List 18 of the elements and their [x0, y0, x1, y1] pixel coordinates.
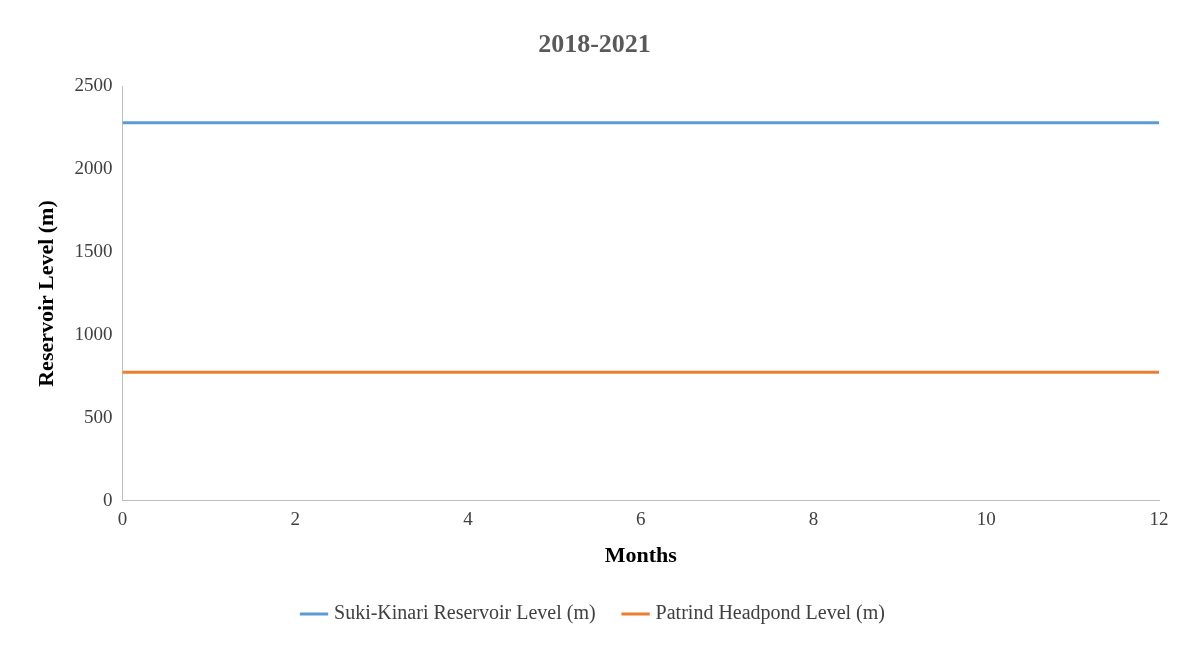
y-axis-title: Reservoir Level (m)	[32, 200, 58, 387]
x-tick-label: 12	[1149, 508, 1169, 530]
x-tick-label: 10	[976, 508, 996, 530]
x-tick-label: 4	[463, 508, 474, 530]
x-tick-label: 2	[290, 508, 300, 530]
y-tick-label: 0	[102, 488, 113, 510]
legend-label: Suki-Kinari Reservoir Level (m)	[334, 601, 596, 625]
y-tick-label: 500	[83, 405, 113, 427]
legend-label: Patrind Headpond Level (m)	[655, 601, 885, 625]
chart-title: 2018-2021	[538, 29, 651, 59]
y-tick-label: 2500	[74, 74, 113, 96]
y-tick-label: 2000	[74, 157, 113, 179]
x-tick-label: 6	[635, 508, 646, 530]
x-axis-title: Months	[604, 542, 678, 568]
x-tick-label: 8	[808, 508, 819, 530]
x-tick-label: 0	[117, 508, 128, 530]
y-tick-label: 1500	[74, 240, 113, 262]
y-tick-label: 1000	[74, 322, 113, 344]
